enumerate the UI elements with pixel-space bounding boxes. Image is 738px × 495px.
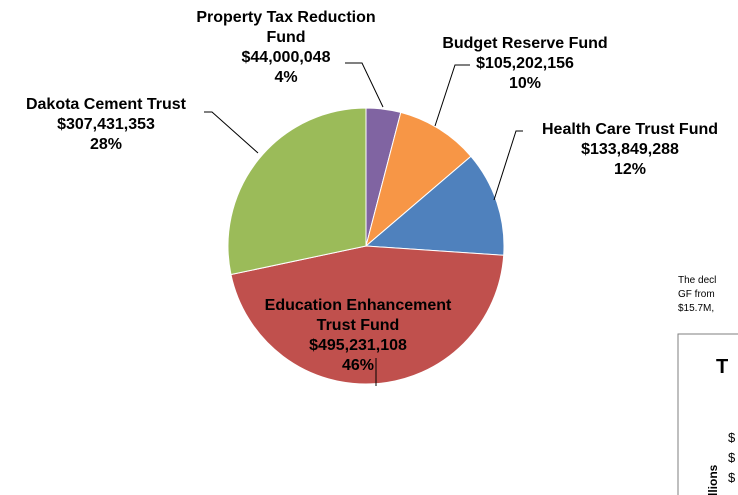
side-note: The decl GF from $15.7M, — [678, 275, 716, 314]
data-label-2-line-2: $105,202,156 — [476, 55, 574, 72]
side-note-line-1: The decl — [678, 275, 716, 286]
inset-chart: T llions $ $ $ — [677, 333, 738, 495]
inset-axis-title: llions — [706, 464, 720, 495]
inset-chart-frame — [677, 333, 738, 495]
leader-line-3 — [493, 130, 523, 201]
data-label-3-line-1: Health Care Trust Fund — [542, 121, 718, 138]
data-label-2-line-3: 10% — [509, 75, 541, 92]
side-note-line-2: GF from — [678, 289, 715, 300]
data-label-5-line-2: $307,431,353 — [57, 116, 155, 133]
data-label-1-line-3: $44,000,048 — [242, 49, 331, 66]
side-note-line-3: $15.7M, — [678, 303, 714, 314]
inset-chart-title: T — [716, 356, 728, 378]
leader-lines — [204, 62, 523, 386]
data-label-3-line-2: $133,849,288 — [581, 141, 679, 158]
inset-tick-1: $ — [728, 430, 736, 445]
slices-layer — [227, 107, 505, 385]
inset-tick-3: $ — [728, 470, 736, 485]
data-label-4-line-3: $495,231,108 — [309, 337, 407, 354]
data-label-1-line-4: 4% — [274, 69, 297, 86]
data-label-3: Health Care Trust Fund $133,849,288 12% — [542, 121, 718, 178]
pie-slice-5 — [227, 107, 367, 276]
data-label-4-line-4: 46% — [342, 357, 374, 374]
pie-slice-3 — [364, 155, 505, 256]
data-label-4-line-2: Trust Fund — [317, 317, 400, 334]
leader-line-2 — [434, 64, 470, 127]
inset-tick-2: $ — [728, 450, 736, 465]
data-label-4: Education Enhancement Trust Fund $495,231,… — [265, 297, 452, 374]
leader-line-1 — [345, 62, 384, 108]
data-label-5-line-3: 28% — [90, 136, 122, 153]
data-label-5-line-1: Dakota Cement Trust — [26, 96, 187, 113]
data-label-1-line-2: Fund — [266, 29, 305, 46]
data-labels: Property Tax Reduction Fund $44,000,048 4% B… — [26, 9, 718, 374]
leader-line-5 — [204, 111, 259, 154]
data-label-5: Dakota Cement Trust $307,431,353 28% — [26, 96, 187, 153]
data-label-3-line-3: 12% — [614, 161, 646, 178]
data-label-4-line-1: Education Enhancement — [265, 297, 452, 314]
data-label-2: Budget Reserve Fund $105,202,156 10% — [442, 35, 607, 92]
pie-slice-2 — [365, 111, 472, 248]
data-label-1: Property Tax Reduction Fund $44,000,048 4% — [196, 9, 375, 86]
data-label-2-line-1: Budget Reserve Fund — [442, 35, 607, 52]
data-label-1-line-1: Property Tax Reduction — [196, 9, 375, 26]
